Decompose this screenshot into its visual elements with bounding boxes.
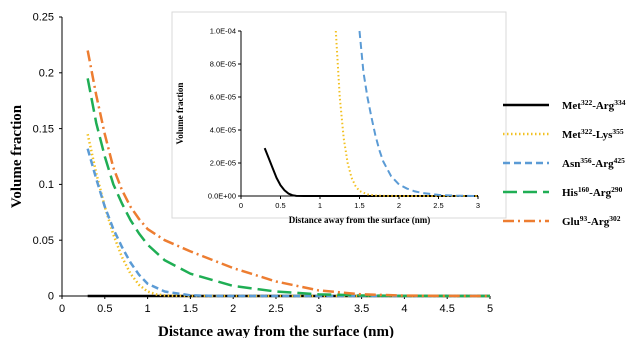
main-x-tick-label: 1 [145, 303, 151, 315]
main-y-axis-title: Volume fraction [9, 104, 25, 208]
inset-x-tick-label: 2 [397, 201, 401, 210]
main-x-tick-label: 4 [401, 303, 407, 315]
inset-panel [171, 11, 507, 219]
inset-x-tick-label: 2.5 [433, 201, 443, 210]
main-y-tick-label: 0.15 [33, 123, 54, 135]
main-x-tick-label: 2 [230, 303, 236, 315]
legend-label-4: His160-Arg290 [562, 185, 623, 199]
inset-y-tick-label: 6.0E-05 [210, 93, 236, 102]
main-series-line-4 [86, 78, 491, 298]
inset-y-tick-label: 8.0E-05 [210, 60, 236, 69]
main-y-tick-label: 0.2 [39, 67, 54, 79]
main-y-tick-label: 0.05 [33, 235, 54, 247]
main-x-tick-label: 3.5 [354, 303, 369, 315]
main-x-tick-label: 0.5 [97, 303, 112, 315]
inset-y-tick-label: 1.0E-04 [210, 27, 236, 36]
inset-y-tick-label: 4.0E-05 [210, 126, 236, 135]
inset-series-line-3 [358, 30, 479, 197]
legend-label-1: Met322-Arg334 [562, 98, 626, 112]
inset-chart: 0 0.5 1 1.5 2 2.5 3 0.0E+00 2.0E-05 4.0E-05 6.0E-0… [175, 27, 480, 226]
inset-y-tick-label: 0.0E+00 [208, 192, 236, 201]
legend-label-5: Glu93-Arg302 [562, 214, 621, 228]
inset-x-tick-label: 1 [318, 201, 322, 210]
main-y-tick-label: 0 [48, 291, 54, 303]
inset-x-tick-label: 0 [239, 201, 243, 210]
main-y-tick-label: 0.1 [39, 179, 54, 191]
main-chart: 0 0.5 1 1.5 2 2.5 3 3.5 4 4.5 5 0 0.05 0.1 0.15 0.2 0.25… [9, 12, 493, 338]
inset-y-tick-label: 2.0E-05 [210, 159, 236, 168]
legend-label-3: Asn356-Arg425 [562, 156, 625, 170]
inset-y-axis-title: Volume fraction [175, 83, 185, 145]
main-y-tick-label: 0.25 [33, 12, 54, 24]
main-x-tick-label: 3 [316, 303, 322, 315]
legend-label-2: Met322-Lys355 [562, 127, 624, 141]
inset-x-tick-label: 0.5 [275, 201, 285, 210]
main-x-axis-title: Distance away from the surface (nm) [158, 324, 394, 338]
main-x-tick-label: 0 [59, 303, 65, 315]
main-x-tick-label: 5 [487, 303, 493, 315]
inset-x-axis-title: Distance away from the surface (nm) [289, 215, 431, 225]
inset-series-line-1 [263, 147, 478, 197]
inset-x-tick-label: 1.5 [354, 201, 364, 210]
main-series-line-2 [86, 133, 490, 298]
main-series-line-5 [86, 50, 491, 298]
main-series-line-3 [86, 148, 490, 298]
inset-x-tick-label: 3 [476, 201, 480, 210]
main-x-tick-label: 1.5 [183, 303, 198, 315]
legend: Met322-Arg334 Met322-Lys355 Asn356-Arg425 H… [503, 98, 626, 228]
main-x-tick-label: 2.5 [268, 303, 283, 315]
main-x-tick-label: 4.5 [440, 303, 455, 315]
